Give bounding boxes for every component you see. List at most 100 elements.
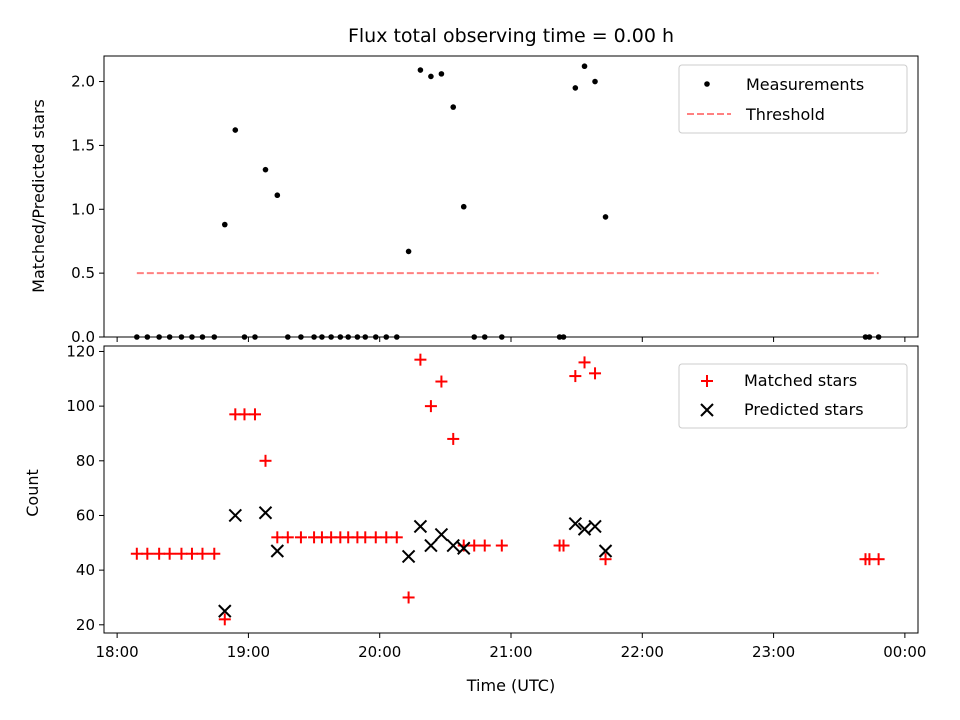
top-legend: Measurements Threshold <box>678 64 908 134</box>
predicted-stars-point <box>434 527 449 542</box>
measurement-point <box>592 78 598 85</box>
y-tick-label: 60 <box>76 506 95 524</box>
top-axis-ticks: 0.0 0.5 1.0 1.5 2.0 <box>71 73 906 346</box>
bottom-plot-marks <box>130 353 885 626</box>
measurement-point <box>438 71 445 77</box>
matched-stars-point <box>369 531 382 544</box>
measurement-point <box>262 166 269 173</box>
predicted-stars-point <box>457 541 471 555</box>
measurement-point <box>602 214 609 220</box>
y-tick-label: 0.0 <box>71 328 95 346</box>
y-tick-label: 2.0 <box>71 73 95 91</box>
top-axes-frame <box>103 55 919 338</box>
matched-stars-point <box>380 531 393 544</box>
y-tick-label: 80 <box>76 452 95 470</box>
matched-stars-point <box>218 613 231 626</box>
y-tick-label: 20 <box>76 616 95 634</box>
x-axis-label: Time (UTC) <box>466 676 555 695</box>
measurement-point <box>274 192 281 199</box>
predicted-stars-point <box>413 519 428 534</box>
measurement-point <box>405 248 412 255</box>
matched-stars-point <box>163 547 176 560</box>
legend-matched-marker <box>701 375 713 387</box>
predicted-stars-point <box>401 549 416 564</box>
predicted-stars-point <box>228 508 242 523</box>
predicted-stars-point <box>577 522 592 536</box>
predicted-stars-point <box>258 506 273 520</box>
bottom-axis-ticks: 20 40 60 80 100 120 18:00 19:00 20:00 21:00 22:00 2… <box>66 342 926 661</box>
x-tick-label: 00:00 <box>883 643 926 661</box>
matched-stars-point <box>208 547 221 560</box>
x-tick-label: 22:00 <box>621 643 664 661</box>
matched-stars-point <box>402 591 415 604</box>
matched-stars-point <box>196 547 209 560</box>
matched-stars-point <box>424 400 437 413</box>
predicted-stars-point <box>588 519 602 534</box>
matched-stars-point <box>478 539 491 552</box>
y-tick-label: 100 <box>66 397 95 415</box>
top-panel: Flux total observing time = 0.00 h Match… <box>29 25 919 346</box>
matched-stars-point <box>495 539 508 552</box>
bottom-axes-frame <box>103 345 919 634</box>
predicted-stars-point <box>568 516 583 531</box>
measurement-point <box>221 221 228 228</box>
y-tick-label: 1.0 <box>71 200 95 218</box>
matched-stars-point <box>390 531 403 544</box>
matched-stars-point <box>557 539 570 552</box>
matched-stars-point <box>468 539 481 552</box>
chart-title: Flux total observing time = 0.00 h <box>348 25 674 47</box>
matched-stars-point <box>447 432 460 445</box>
x-tick-label: 18:00 <box>96 643 139 661</box>
legend-measurements-label: Measurements <box>746 75 864 94</box>
matched-stars-point <box>238 408 251 421</box>
matched-stars-point <box>569 370 582 383</box>
x-tick-label: 20:00 <box>358 643 401 661</box>
matched-stars-point <box>872 553 885 566</box>
bottom-panel: Count Time (UTC) 20 40 60 80 100 120 18:00 19:0… <box>23 342 926 695</box>
measurement-point <box>572 85 579 91</box>
matched-stars-point <box>589 367 602 380</box>
matched-stars-point <box>359 531 372 544</box>
predicted-stars-point <box>446 538 460 553</box>
legend-matched-label: Matched stars <box>744 371 857 390</box>
predicted-stars-point <box>598 544 613 558</box>
predicted-stars-point <box>270 544 285 558</box>
x-tick-label: 23:00 <box>752 643 795 661</box>
matched-stars-point <box>435 375 448 388</box>
measurement-point <box>428 73 434 80</box>
predicted-stars-point <box>424 538 438 553</box>
matched-stars-point <box>578 356 591 369</box>
y-tick-label: 0.5 <box>71 264 95 282</box>
bottom-y-axis-label: Count <box>23 469 42 517</box>
bottom-legend-box <box>678 363 908 429</box>
y-tick-label: 120 <box>66 342 95 360</box>
matched-stars-point <box>414 353 427 366</box>
top-y-axis-label: Matched/Predicted stars <box>29 99 48 293</box>
matched-stars-point <box>141 547 154 560</box>
x-tick-label: 21:00 <box>489 643 532 661</box>
legend-threshold-label: Threshold <box>745 105 825 124</box>
matched-stars-point <box>259 454 272 467</box>
bottom-legend: Matched stars Predicted stars <box>678 363 908 429</box>
matched-stars-point <box>294 531 307 544</box>
matched-stars-point <box>175 547 188 560</box>
matched-stars-point <box>248 408 261 421</box>
measurement-point <box>460 203 467 210</box>
legend-predicted-label: Predicted stars <box>744 400 864 419</box>
measurement-point <box>417 67 424 73</box>
measurement-point <box>232 127 239 133</box>
x-tick-label: 19:00 <box>227 643 270 661</box>
matched-stars-point <box>153 547 166 560</box>
top-legend-box <box>678 64 908 134</box>
measurement-point <box>581 63 588 70</box>
y-tick-label: 40 <box>76 561 95 579</box>
matched-stars-point <box>185 547 198 560</box>
legend-measurements-marker <box>704 81 710 87</box>
matched-stars-point <box>130 547 143 560</box>
y-tick-label: 1.5 <box>71 136 95 154</box>
legend-predicted-marker <box>700 403 714 417</box>
measurement-point <box>450 104 457 110</box>
matched-stars-point <box>599 553 612 566</box>
predicted-stars-point <box>218 604 232 618</box>
